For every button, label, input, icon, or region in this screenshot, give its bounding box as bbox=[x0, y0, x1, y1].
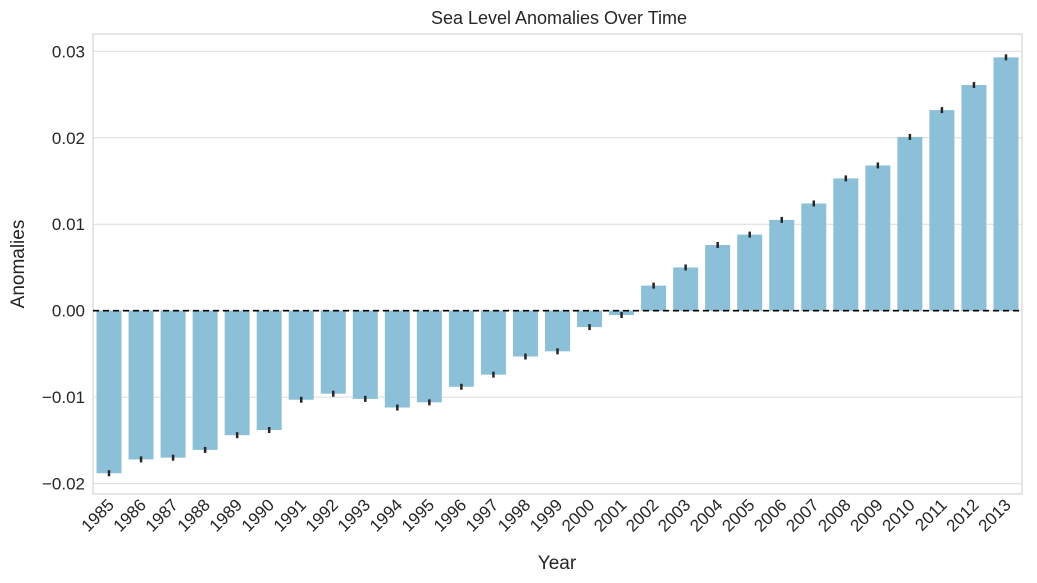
y-tick-label: 0.03 bbox=[52, 42, 85, 61]
bar-2012 bbox=[961, 85, 987, 311]
error-bars bbox=[107, 54, 1008, 477]
y-axis-label: Anomalies bbox=[8, 220, 29, 309]
bar-2006 bbox=[769, 219, 795, 311]
x-tick-label: 1994 bbox=[366, 495, 406, 535]
bar-1989 bbox=[224, 310, 250, 436]
x-tick-label: 1987 bbox=[142, 495, 182, 535]
x-tick-label: 1997 bbox=[462, 495, 502, 535]
bar-2004 bbox=[705, 244, 731, 311]
x-tick-label: 1986 bbox=[110, 495, 150, 535]
bar-1991 bbox=[288, 310, 314, 400]
bar-2007 bbox=[801, 203, 827, 311]
x-tick-label: 1995 bbox=[398, 495, 438, 535]
bar-1988 bbox=[192, 310, 218, 450]
x-tick-label: 2012 bbox=[943, 495, 983, 535]
bar-1992 bbox=[320, 310, 346, 394]
x-tick-label: 1985 bbox=[78, 495, 118, 535]
x-tick-label: 1998 bbox=[494, 495, 534, 535]
x-tick-label: 2009 bbox=[846, 495, 886, 535]
x-axis-label: Year bbox=[538, 553, 577, 574]
y-tick-label: −0.02 bbox=[42, 475, 85, 494]
x-tick-label: 2008 bbox=[814, 495, 854, 535]
x-tick-label: 2001 bbox=[590, 495, 630, 535]
x-tick-label: 2004 bbox=[686, 495, 726, 535]
bar-1985 bbox=[96, 310, 122, 474]
bar-1986 bbox=[128, 310, 154, 460]
y-tick-label: −0.01 bbox=[42, 388, 85, 407]
chart-title: Sea Level Anomalies Over Time bbox=[431, 8, 687, 28]
bar-2003 bbox=[673, 267, 699, 311]
x-tick-label: 1996 bbox=[430, 495, 470, 535]
bar-1996 bbox=[448, 310, 474, 387]
bar-2013 bbox=[993, 57, 1019, 311]
x-tick-label: 1991 bbox=[270, 495, 310, 535]
bars bbox=[96, 57, 1019, 474]
y-tick-labels: −0.02 −0.01 0.00 0.01 0.02 0.03 bbox=[42, 42, 85, 493]
x-tick-label: 2005 bbox=[718, 495, 758, 535]
bar-2002 bbox=[641, 285, 667, 311]
bar-2008 bbox=[833, 178, 859, 311]
x-tick-label: 2002 bbox=[622, 495, 662, 535]
bar-1995 bbox=[416, 310, 442, 403]
x-tick-label: 2006 bbox=[750, 495, 790, 535]
bar-1999 bbox=[545, 310, 570, 352]
x-tick-label: 1990 bbox=[238, 495, 278, 535]
x-tick-label: 2003 bbox=[654, 495, 694, 535]
bar-2009 bbox=[865, 165, 891, 311]
bar-1994 bbox=[384, 310, 410, 408]
x-tick-label: 2011 bbox=[911, 495, 950, 534]
x-tick-label: 1989 bbox=[206, 495, 246, 535]
bar-1987 bbox=[160, 310, 186, 458]
x-tick-label: 2010 bbox=[879, 495, 919, 535]
bar-1993 bbox=[352, 310, 378, 399]
x-tick-labels: 1985198619871988198919901991199219931994… bbox=[78, 495, 1015, 535]
bar-1998 bbox=[512, 310, 538, 357]
bar-2010 bbox=[897, 136, 923, 311]
bar-2005 bbox=[737, 234, 763, 311]
bar-2011 bbox=[929, 110, 955, 311]
x-tick-label: 1988 bbox=[174, 495, 214, 535]
bar-1997 bbox=[480, 310, 506, 375]
y-tick-label: 0.00 bbox=[52, 302, 85, 321]
x-tick-label: 1999 bbox=[526, 495, 566, 535]
x-tick-label: 1993 bbox=[334, 495, 374, 535]
bar-2000 bbox=[577, 310, 603, 328]
y-tick-label: 0.01 bbox=[52, 215, 85, 234]
x-tick-label: 1992 bbox=[302, 495, 342, 535]
x-tick-label: 2013 bbox=[975, 495, 1015, 535]
plot-frame bbox=[92, 33, 1023, 495]
x-tick-label: 2007 bbox=[782, 495, 822, 535]
y-tick-label: 0.02 bbox=[52, 129, 85, 148]
x-tick-label: 2000 bbox=[558, 495, 598, 535]
bar-1990 bbox=[256, 310, 282, 431]
